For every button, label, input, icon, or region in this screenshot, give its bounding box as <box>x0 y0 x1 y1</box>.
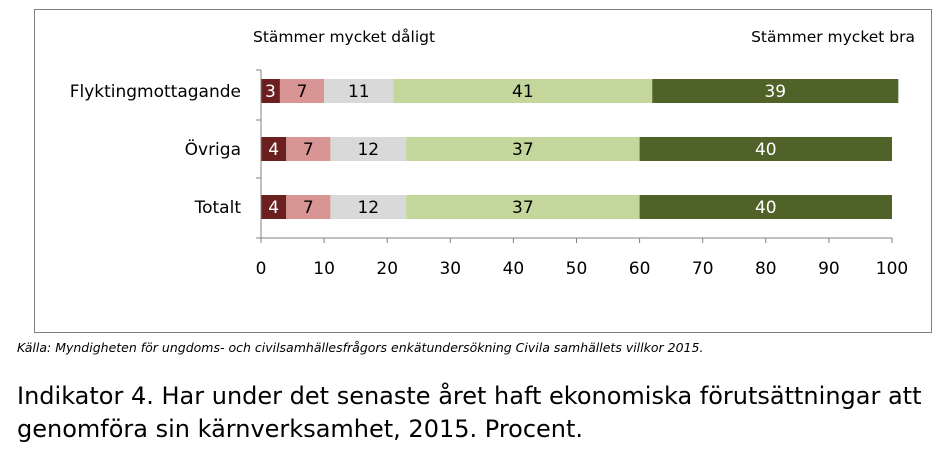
category-label-2: Totalt <box>194 198 242 218</box>
figure-caption: Indikator 4. Har under det senaste året … <box>17 382 922 443</box>
data-label-1-4: 40 <box>755 140 777 160</box>
bar-segment-1-0 <box>261 137 287 161</box>
bar-segment-2-4 <box>639 195 892 219</box>
data-label-0-3: 41 <box>512 82 534 102</box>
data-label-1-3: 37 <box>512 140 534 160</box>
bar-segment-0-1 <box>279 79 325 103</box>
x-tick-label-5: 50 <box>566 259 588 279</box>
stacked-bar-chart: Stämmer mycket dåligt Stämmer mycket bra 3… <box>70 28 915 279</box>
bar-segment-1-4 <box>639 137 892 161</box>
data-label-0-0: 3 <box>265 82 276 102</box>
x-tick-label-8: 80 <box>755 259 777 279</box>
bar-segment-2-0 <box>261 195 287 219</box>
category-label-1: Övriga <box>185 138 241 160</box>
data-label-2-3: 37 <box>512 198 534 218</box>
data-label-2-0: 4 <box>268 198 279 218</box>
category-label-0: Flyktingmottagande <box>70 82 241 102</box>
bar-segment-1-2 <box>330 137 407 161</box>
data-label-0-4: 39 <box>764 82 786 102</box>
bar-segment-2-1 <box>286 195 331 219</box>
x-tick-label-0: 0 <box>256 259 267 279</box>
x-tick-label-1: 10 <box>313 259 335 279</box>
bar-segment-0-2 <box>324 79 394 103</box>
bar-segment-2-2 <box>330 195 407 219</box>
bar-segment-0-0 <box>261 79 280 103</box>
bar-segment-1-1 <box>286 137 331 161</box>
data-label-2-4: 40 <box>755 198 777 218</box>
x-tick-label-3: 30 <box>439 259 461 279</box>
data-label-1-2: 12 <box>357 140 379 160</box>
x-tick-label-6: 60 <box>629 259 651 279</box>
x-tick-label-2: 20 <box>376 259 398 279</box>
annotation-right: Stämmer mycket bra <box>751 28 915 46</box>
bar-segment-0-3 <box>393 79 653 103</box>
annotation-left: Stämmer mycket dåligt <box>253 28 435 46</box>
bar-segment-0-4 <box>652 79 899 103</box>
bar-segment-1-3 <box>406 137 640 161</box>
data-label-2-1: 7 <box>303 198 314 218</box>
data-label-0-1: 7 <box>297 82 308 102</box>
bar-segment-2-3 <box>406 195 640 219</box>
data-label-1-0: 4 <box>268 140 279 160</box>
source-note: Källa: Myndigheten för ungdoms- och civi… <box>17 340 704 355</box>
data-label-1-1: 7 <box>303 140 314 160</box>
x-tick-label-9: 90 <box>818 259 840 279</box>
x-tick-label-4: 40 <box>503 259 525 279</box>
x-tick-label-10: 100 <box>876 259 908 279</box>
x-tick-label-7: 70 <box>692 259 714 279</box>
data-label-0-2: 11 <box>348 82 370 102</box>
chart-frame: Stämmer mycket dåligt Stämmer mycket bra 3… <box>34 9 932 333</box>
data-label-2-2: 12 <box>357 198 379 218</box>
